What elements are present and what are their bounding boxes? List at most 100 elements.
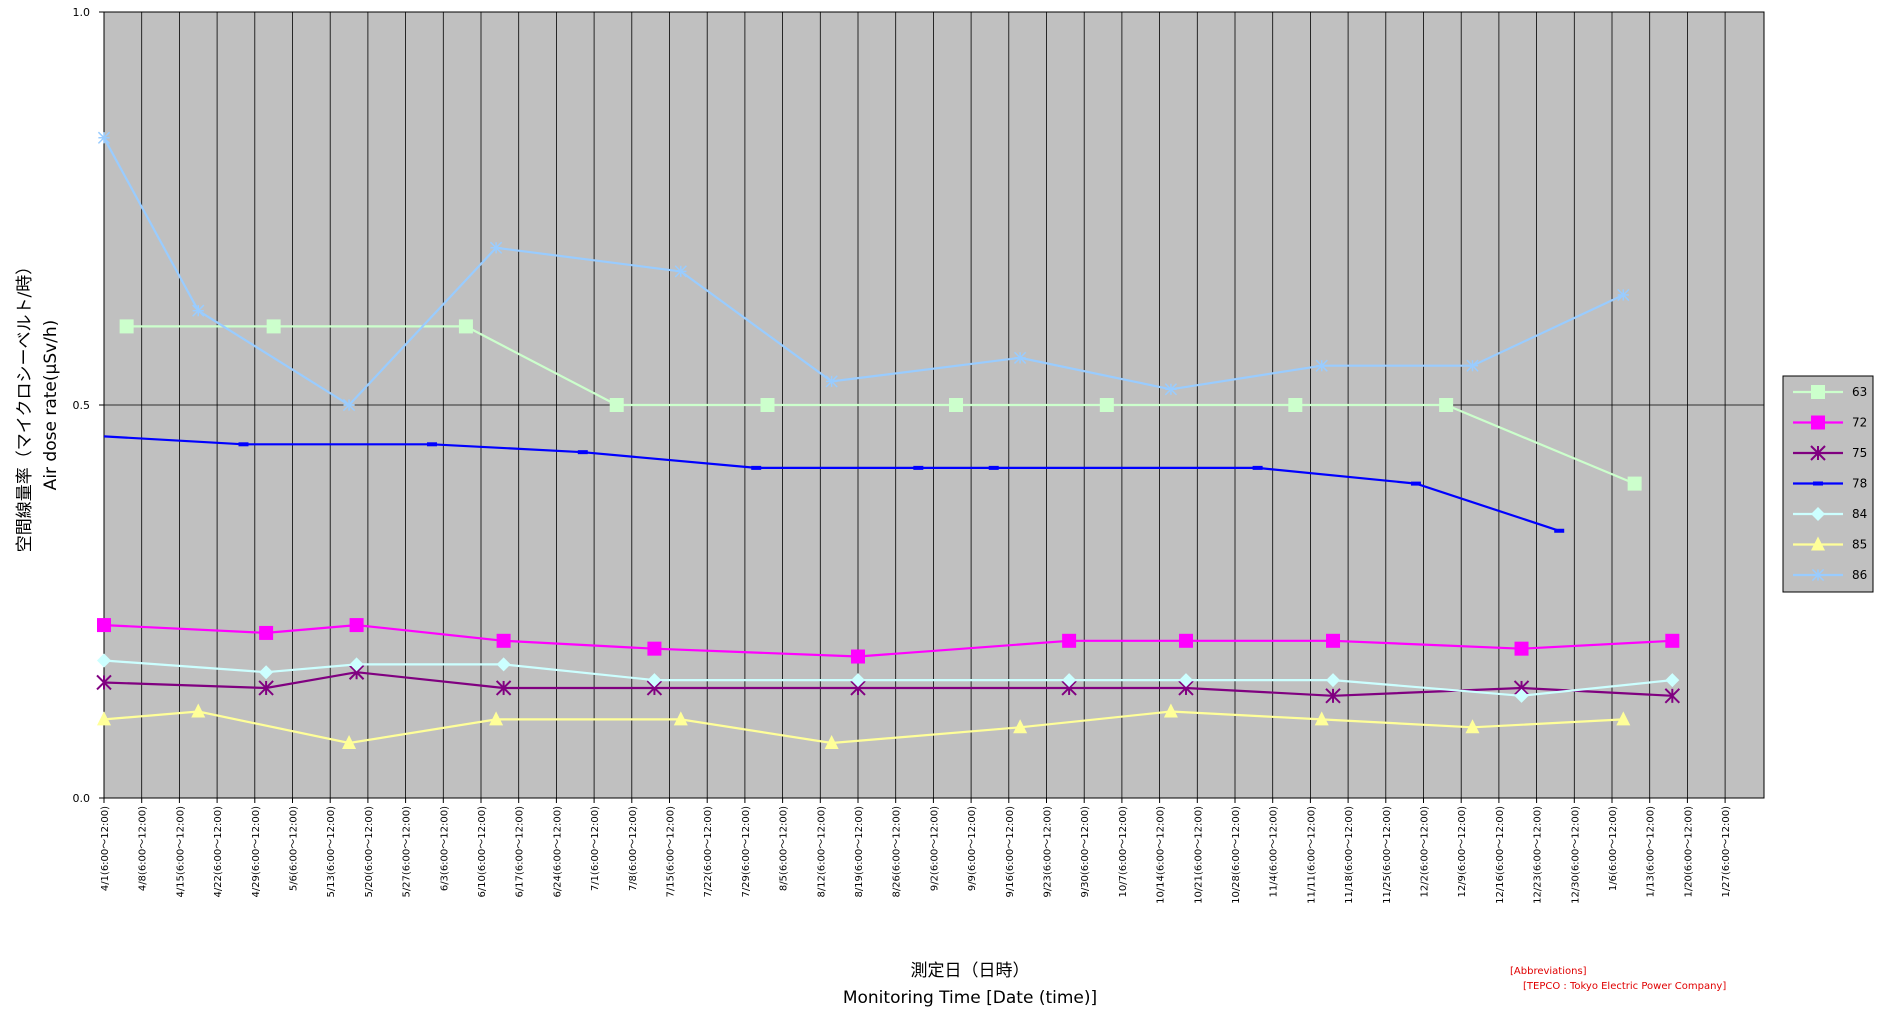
y-tick-label: 0.5 (73, 399, 91, 412)
x-axis-label-en: Monitoring Time [Date (time)] (843, 988, 1097, 1008)
data-point (119, 319, 134, 334)
x-tick-label: 1/13(6:00～12:00) (1646, 806, 1657, 898)
series-line (126, 325, 1636, 485)
x-tick-label: 12/9(6:00～12:00) (1457, 806, 1468, 898)
x-tick-label: 11/18(6:00～12:00) (1344, 806, 1355, 904)
data-point (259, 665, 274, 680)
data-point (1465, 719, 1480, 734)
data-point (97, 653, 111, 668)
x-tick-label: 7/29(6:00～12:00) (741, 806, 752, 898)
data-point (1013, 351, 1027, 364)
data-point (609, 398, 624, 412)
data-point (238, 442, 249, 447)
x-tick-label: 12/30(6:00～12:00) (1570, 806, 1581, 904)
data-point (1288, 398, 1303, 412)
data-point (751, 465, 762, 470)
x-tick-label: 8/19(6:00～12:00) (854, 806, 865, 898)
data-point (1099, 398, 1114, 412)
x-tick-label: 7/15(6:00～12:00) (666, 806, 677, 898)
data-point (647, 641, 662, 656)
data-point (577, 450, 588, 455)
legend-swatch-marker (1811, 507, 1825, 521)
data-point (1439, 398, 1454, 412)
data-point (1514, 641, 1529, 656)
data-point (825, 375, 838, 388)
x-tick-label: 4/8(6:00～12:00) (138, 806, 149, 891)
series-84 (97, 653, 1680, 703)
x-tick-label: 6/10(6:00～12:00) (477, 806, 488, 898)
data-point (97, 131, 111, 144)
data-point (1164, 383, 1178, 396)
data-point (674, 265, 687, 278)
data-point (1514, 688, 1529, 703)
data-point (349, 657, 364, 672)
series-63 (119, 319, 1642, 491)
legend-item-84: 84 (1793, 507, 1867, 521)
x-tick-label: 5/27(6:00～12:00) (402, 806, 413, 898)
x-tick-label: 9/23(6:00～12:00) (1043, 806, 1054, 898)
legend-swatch-marker (1810, 445, 1826, 461)
data-point (342, 734, 357, 749)
series-78 (103, 435, 1565, 533)
data-point (1616, 711, 1631, 726)
legend: 63 72 75 78 84 85 86 (1782, 375, 1874, 593)
data-point (1314, 711, 1329, 726)
legend-swatch-marker (1811, 415, 1825, 430)
x-tick-label: 6/3(6:00～12:00) (439, 806, 450, 891)
x-tick-label: 8/5(6:00～12:00) (779, 806, 790, 891)
data-point (192, 304, 205, 317)
data-point (1252, 465, 1263, 470)
legend-item-72: 72 (1793, 415, 1867, 430)
series-line (103, 435, 1560, 532)
legend-swatch-marker (1811, 568, 1825, 582)
data-point (673, 711, 688, 726)
data-point (1665, 633, 1680, 648)
x-tick-label: 10/14(6:00～12:00) (1156, 806, 1167, 904)
data-point (1013, 719, 1028, 734)
x-tick-label: 1/27(6:00～12:00) (1721, 806, 1732, 898)
x-tick-label: 4/22(6:00～12:00) (213, 806, 224, 898)
y-tick-label: 1.0 (73, 6, 91, 19)
x-tick-label: 10/28(6:00～12:00) (1231, 806, 1242, 904)
series-86 (97, 131, 1630, 412)
legend-label: 63 (1852, 385, 1867, 399)
x-tick-label: 6/24(6:00～12:00) (552, 806, 563, 898)
abbreviations-title: [Abbreviations] (1510, 966, 1587, 977)
x-tick-label: 4/29(6:00～12:00) (251, 806, 262, 898)
x-tick-label: 11/4(6:00～12:00) (1269, 806, 1280, 898)
data-point (258, 680, 274, 696)
x-tick-label: 5/13(6:00～12:00) (326, 806, 337, 898)
data-point (1062, 673, 1077, 688)
legend-label: 85 (1852, 538, 1867, 552)
x-tick-label: 1/20(6:00～12:00) (1683, 806, 1694, 898)
legend-label: 75 (1852, 446, 1867, 460)
data-point (647, 673, 662, 688)
data-point (496, 633, 511, 648)
series-layer (96, 131, 1681, 749)
x-tick-label: 9/2(6:00～12:00) (929, 806, 940, 891)
data-point (1325, 688, 1341, 704)
data-point (1554, 528, 1565, 533)
legend-item-85: 85 (1793, 536, 1867, 552)
data-point (342, 398, 356, 412)
y-axis-label-en: Air dose rate(μSv/h) (41, 320, 61, 491)
x-tick-label: 12/16(6:00～12:00) (1495, 806, 1506, 904)
data-point (851, 673, 865, 688)
abbreviations-tepco: [TEPCO : Tokyo Electric Power Company] (1523, 981, 1726, 992)
data-point (1466, 359, 1479, 372)
y-axis-label: 空間線量率（マイクロシーベルト/時） Air dose rate(μSv/h) (15, 258, 61, 552)
data-point (489, 241, 503, 254)
data-point (1665, 673, 1680, 688)
legend-item-63: 63 (1793, 385, 1867, 399)
data-point (1163, 703, 1178, 718)
data-point (988, 465, 999, 470)
legend-item-75: 75 (1793, 445, 1867, 461)
data-point (851, 649, 865, 664)
x-tick-label: 10/7(6:00～12:00) (1118, 806, 1129, 898)
data-point (1178, 633, 1193, 648)
x-tick-label: 7/22(6:00～12:00) (703, 806, 714, 898)
data-point (191, 703, 206, 718)
data-point (97, 618, 111, 633)
data-point (496, 657, 511, 672)
legend-swatch-marker (1811, 536, 1825, 551)
